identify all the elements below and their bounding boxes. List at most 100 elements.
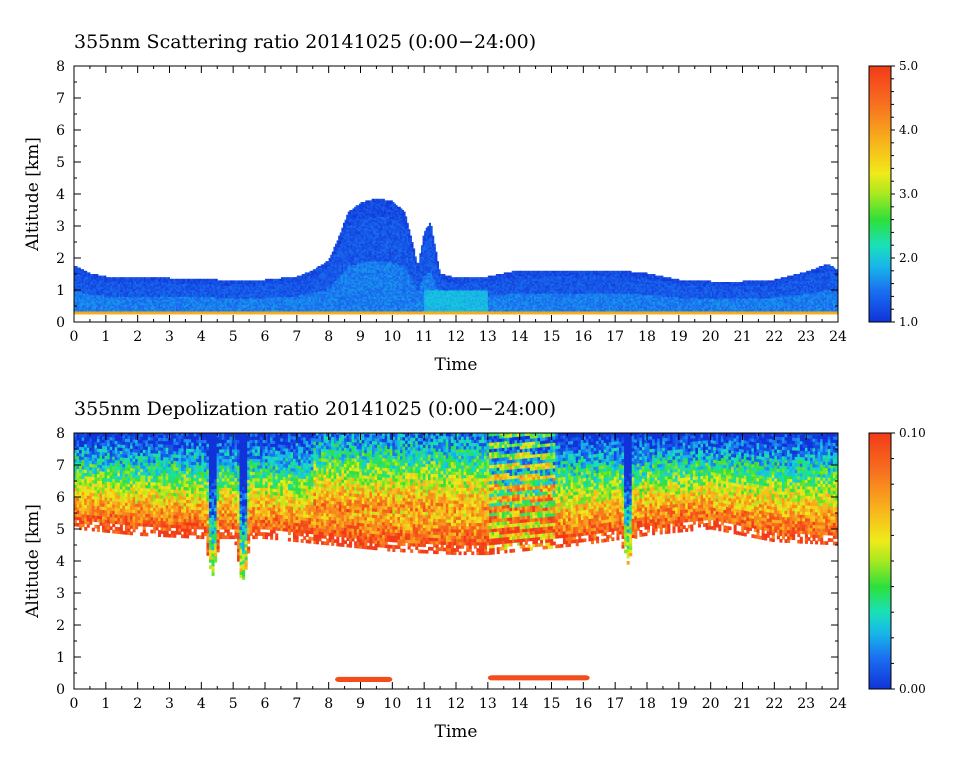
field-cell (226, 302, 229, 305)
field-cell (116, 280, 120, 283)
ground-layer-cell (126, 311, 129, 315)
field-cell (74, 296, 77, 299)
field-cell (187, 278, 190, 281)
field-cell (120, 299, 123, 302)
field-cell (190, 304, 193, 307)
field-cell (187, 290, 190, 293)
field-cell (241, 288, 244, 291)
field-cell (136, 293, 139, 296)
field-cell (86, 286, 89, 289)
field-cell (206, 306, 209, 309)
field-cell (96, 282, 99, 285)
field-cell (258, 299, 261, 302)
field-cell (257, 304, 260, 307)
field-cell (142, 283, 145, 286)
field-cell (245, 302, 248, 305)
field-cell (77, 270, 80, 273)
field-cell (249, 290, 252, 293)
field-cell (132, 299, 135, 302)
field-cell (255, 298, 258, 301)
field-cell (86, 304, 89, 307)
field-cell (139, 291, 142, 294)
field-cell (88, 296, 91, 299)
field-cell (105, 298, 108, 301)
field-cell (245, 309, 248, 312)
field-cell (179, 291, 182, 294)
field-cell (265, 302, 268, 305)
field-cell (222, 285, 225, 288)
field-cell (271, 302, 274, 305)
field-cell (177, 298, 180, 301)
field-cell (223, 302, 226, 305)
field-cell (210, 282, 213, 285)
field-cell (253, 286, 256, 289)
field-cell (132, 306, 135, 309)
field-cell (253, 302, 256, 305)
field-cell (263, 288, 266, 291)
field-cell (233, 296, 236, 299)
field-cell (116, 290, 120, 293)
field-cell (139, 296, 142, 299)
field-cell (97, 275, 100, 278)
field-cell (169, 307, 172, 310)
ground-layer-cell (268, 311, 271, 315)
field-cell (187, 293, 190, 296)
field-cell (249, 309, 252, 312)
field-cell (101, 275, 104, 278)
field-cell (128, 302, 131, 305)
field-cell (142, 291, 145, 294)
field-cell (156, 280, 159, 283)
field-cell (234, 286, 237, 289)
field-cell (188, 291, 191, 294)
field-cell (89, 301, 93, 304)
field-cell (163, 304, 166, 307)
field-cell (101, 280, 104, 283)
field-cell (136, 282, 139, 285)
field-cell (226, 304, 229, 307)
field-cell (260, 286, 263, 289)
field-cell (159, 291, 163, 294)
field-cell (260, 291, 263, 294)
field-cell (74, 291, 77, 294)
field-cell (218, 299, 221, 302)
field-cell (212, 306, 215, 309)
field-cell (159, 282, 163, 285)
field-cell (239, 282, 242, 285)
field-cell (250, 296, 253, 299)
field-cell (91, 304, 94, 307)
field-cell (99, 293, 102, 296)
field-cell (75, 301, 78, 304)
field-cell (112, 285, 115, 288)
field-cell (253, 299, 256, 302)
field-cell (231, 288, 234, 291)
field-cell (174, 294, 177, 297)
field-cell (112, 280, 115, 283)
field-cell (102, 288, 105, 291)
field-cell (97, 293, 100, 296)
field-cell (193, 278, 196, 281)
field-cell (268, 299, 271, 302)
field-cell (113, 290, 116, 293)
field-cell (239, 306, 242, 309)
field-cell (93, 288, 96, 291)
field-cell (153, 309, 156, 312)
field-cell (93, 291, 96, 294)
field-cell (245, 306, 248, 309)
field-cell (153, 301, 156, 304)
field-cell (194, 291, 198, 294)
field-cell (123, 291, 126, 294)
field-cell (187, 304, 190, 307)
field-cell (77, 307, 80, 310)
field-cell (80, 274, 83, 277)
field-cell (153, 285, 156, 288)
field-cell (231, 298, 234, 301)
field-cell (137, 283, 140, 286)
field-cell (80, 270, 83, 273)
field-cell (99, 299, 102, 302)
field-cell (101, 309, 104, 312)
field-cell (81, 277, 85, 280)
field-cell (225, 285, 228, 288)
field-cell (210, 307, 213, 310)
field-cell (137, 298, 140, 301)
field-cell (80, 286, 83, 289)
